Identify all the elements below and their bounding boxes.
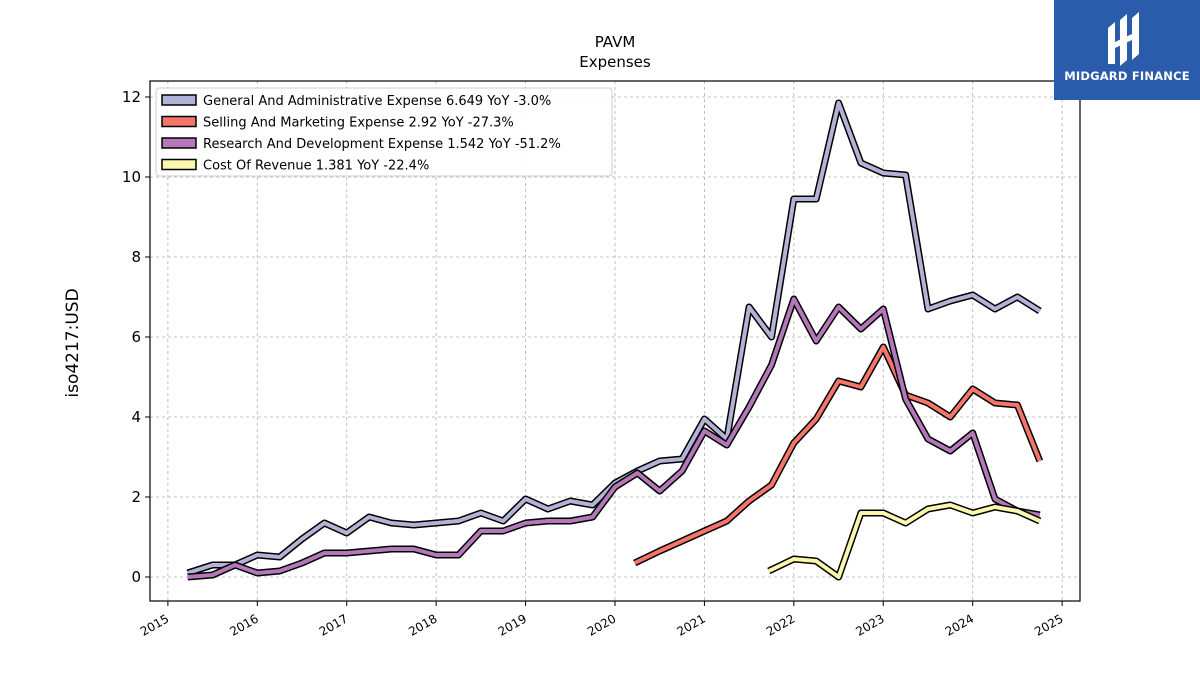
y-tick-label: 4 bbox=[131, 408, 141, 426]
x-tick-label: 2024 bbox=[943, 611, 976, 638]
legend-swatch bbox=[161, 94, 197, 106]
midgard-logo-icon bbox=[1108, 12, 1139, 66]
y-tick-label: 10 bbox=[122, 168, 141, 186]
legend-swatch bbox=[161, 158, 197, 171]
x-tick-label: 2017 bbox=[317, 611, 350, 638]
legend-label: Cost Of Revenue 1.381 YoY -22.4% bbox=[203, 159, 429, 174]
brand-logo: MIDGARD FINANCE bbox=[1054, 0, 1200, 100]
brand-name: MIDGARD FINANCE bbox=[1064, 69, 1190, 83]
legend-item: Research And Development Expense 1.542 Y… bbox=[161, 137, 561, 152]
legend-item: Selling And Marketing Expense 2.92 YoY -… bbox=[161, 115, 514, 131]
chart-subtitle: Expenses bbox=[579, 53, 651, 71]
x-tick-label: 2021 bbox=[674, 611, 707, 638]
series-outline bbox=[187, 295, 1041, 581]
series-line-2 bbox=[633, 343, 1044, 567]
x-tick-label: 2025 bbox=[1032, 611, 1065, 638]
series-line-4 bbox=[767, 501, 1042, 581]
legend-box bbox=[155, 87, 613, 177]
y-axis-label: iso4217:USD bbox=[63, 288, 83, 397]
legend-item: General And Administrative Expense 6.649… bbox=[161, 94, 551, 109]
x-tick-label: 2018 bbox=[406, 611, 439, 638]
series-stroke bbox=[187, 297, 1041, 579]
legend: General And Administrative Expense 6.649… bbox=[155, 87, 613, 177]
legend-swatch bbox=[161, 115, 197, 128]
x-tick-label: 2023 bbox=[853, 611, 886, 638]
legend-swatch bbox=[161, 137, 197, 149]
series-stroke bbox=[633, 345, 1042, 565]
y-tick-label: 0 bbox=[131, 568, 141, 586]
legend-label: Research And Development Expense 1.542 Y… bbox=[203, 137, 561, 152]
x-tick-label: 2020 bbox=[585, 611, 618, 638]
series-lines bbox=[186, 99, 1044, 581]
grid-lines bbox=[150, 81, 1080, 601]
y-tick-label: 6 bbox=[131, 328, 141, 346]
legend-item: Cost Of Revenue 1.381 YoY -22.4% bbox=[161, 158, 429, 174]
y-tick-label: 2 bbox=[131, 488, 141, 506]
x-tick-label: 2016 bbox=[227, 611, 260, 638]
y-tick-label: 8 bbox=[131, 248, 141, 266]
legend-label: General And Administrative Expense 6.649… bbox=[203, 94, 551, 109]
y-tick-label: 12 bbox=[122, 88, 141, 106]
chart-title: PAVM bbox=[595, 33, 636, 51]
legend-label: Selling And Marketing Expense 2.92 YoY -… bbox=[203, 116, 514, 131]
x-tick-label: 2015 bbox=[138, 611, 171, 638]
series-outline bbox=[767, 501, 1042, 581]
series-line-3 bbox=[187, 295, 1041, 581]
x-tick-label: 2022 bbox=[764, 611, 797, 638]
series-stroke bbox=[767, 503, 1041, 579]
x-tick-label: 2019 bbox=[496, 611, 529, 638]
